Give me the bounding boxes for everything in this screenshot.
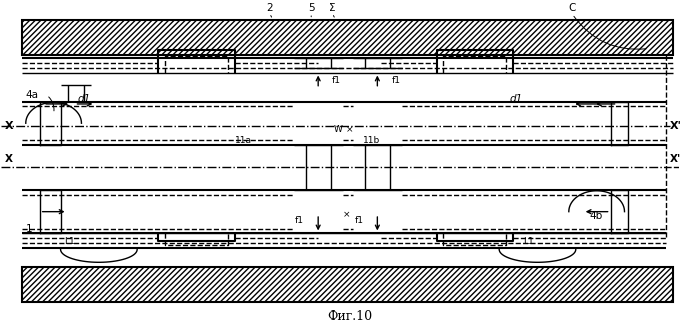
Text: C: C [568,3,576,13]
Text: L1: L1 [64,237,75,246]
Text: d1: d1 [78,94,92,104]
Text: d1: d1 [510,94,523,104]
Text: ×: × [343,210,350,219]
Text: Фиг.10: Фиг.10 [327,311,372,323]
Text: f1: f1 [295,216,304,225]
Text: W: W [333,125,343,134]
Text: f1: f1 [332,76,341,85]
Text: 1: 1 [26,224,32,234]
Text: X': X' [670,121,682,131]
Text: L1: L1 [524,237,534,246]
Text: 5: 5 [308,3,315,13]
Text: 4b: 4b [590,211,603,221]
Text: X: X [5,121,13,131]
Bar [22,20,673,55]
Text: ×: × [346,125,354,134]
Text: f1: f1 [354,216,363,225]
Bar [22,267,673,302]
Text: Σ: Σ [329,3,336,13]
Text: X: X [5,154,13,164]
Text: X': X' [670,154,681,164]
Text: 11b: 11b [363,136,381,145]
Text: 4a: 4a [26,90,38,100]
Text: 2: 2 [266,3,273,13]
Text: f1: f1 [391,76,401,85]
Text: 11a: 11a [235,136,252,145]
